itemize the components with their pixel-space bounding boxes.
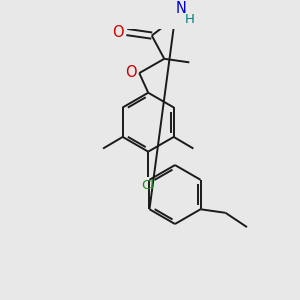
Text: O: O bbox=[112, 25, 124, 40]
Text: H: H bbox=[185, 13, 195, 26]
Text: Cl: Cl bbox=[142, 179, 155, 192]
Text: N: N bbox=[176, 1, 187, 16]
Text: O: O bbox=[125, 65, 136, 80]
